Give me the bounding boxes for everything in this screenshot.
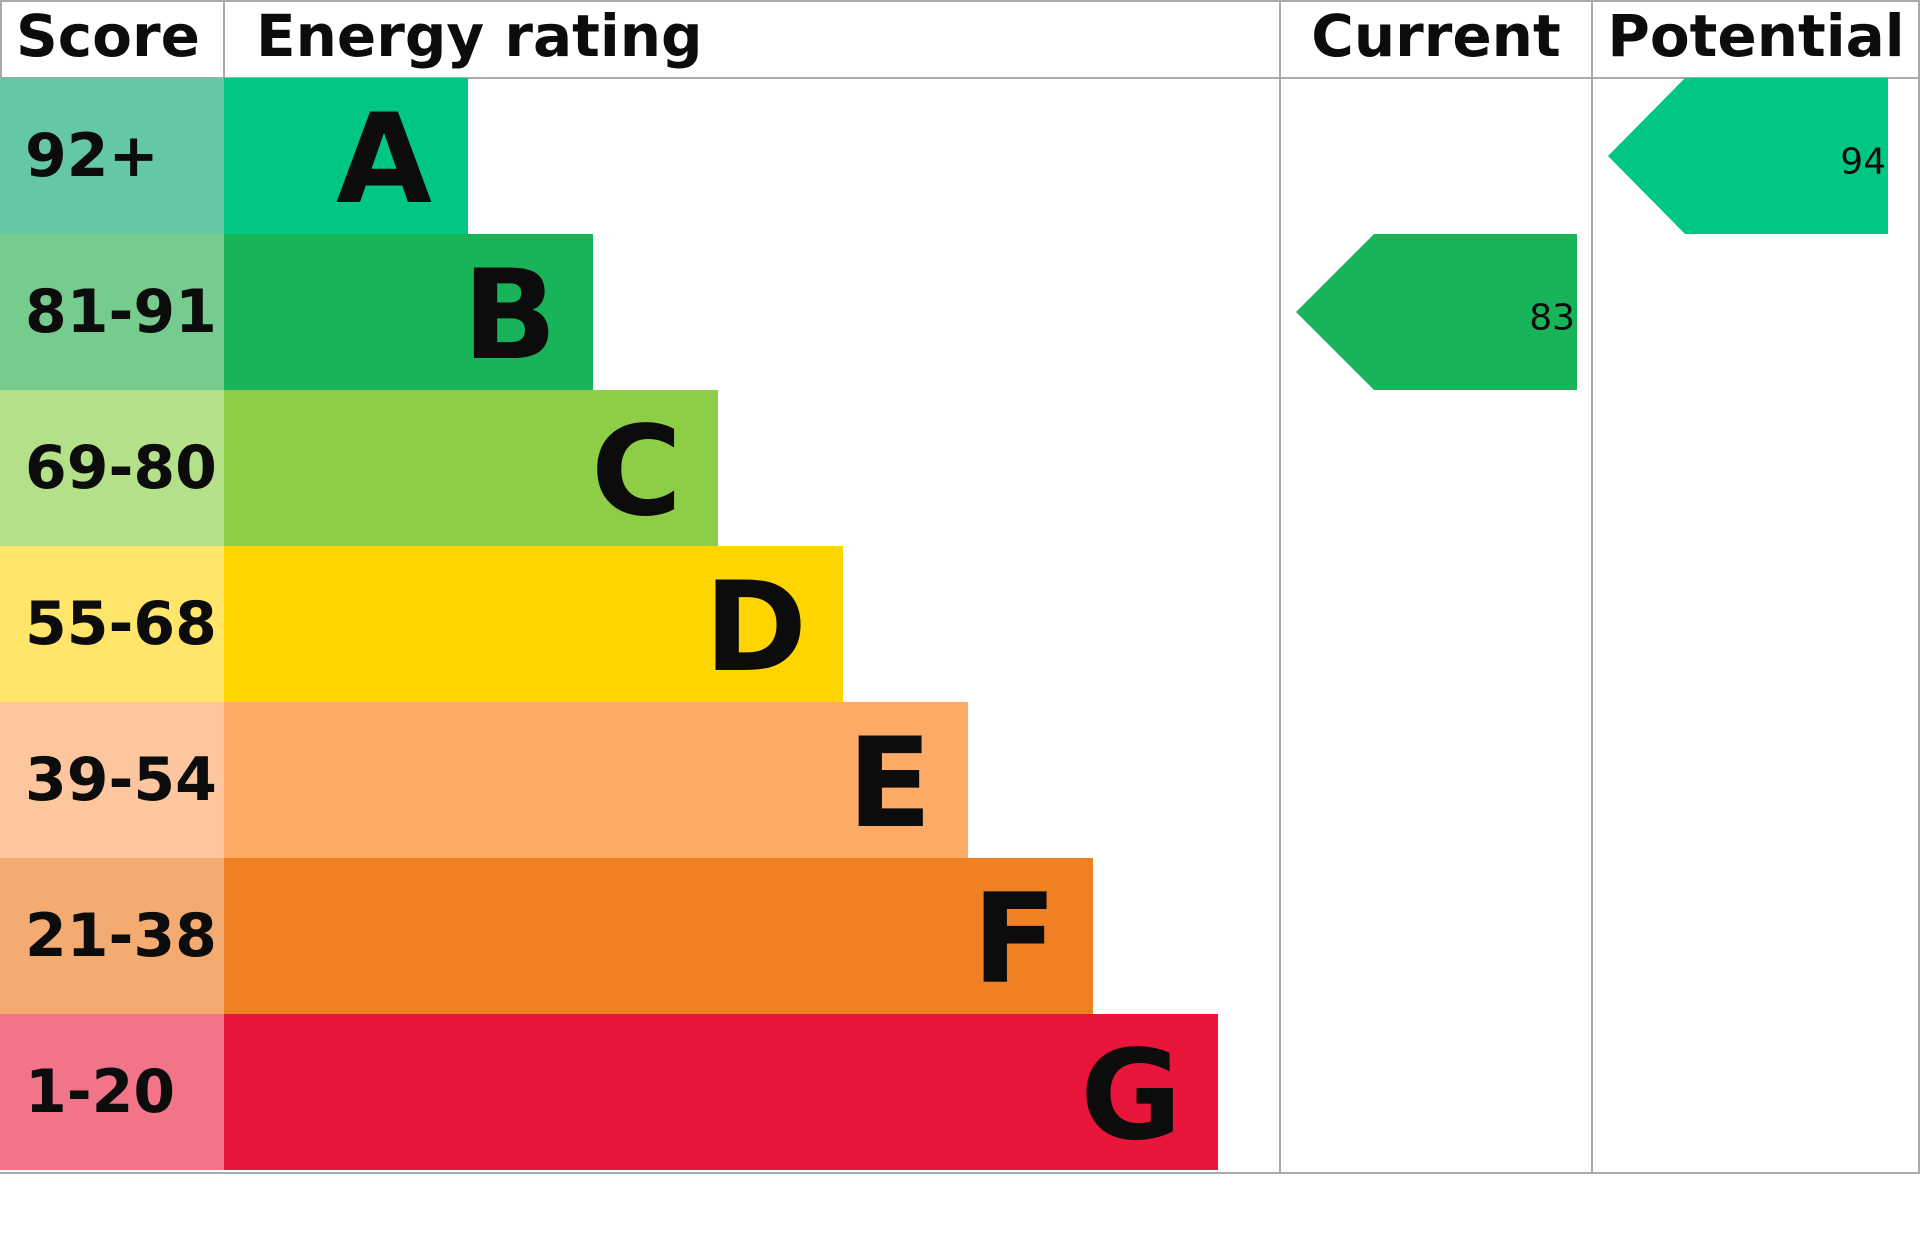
score-label: 69-80 <box>25 433 217 503</box>
rating-bar <box>224 702 968 858</box>
rating-bar <box>224 390 718 546</box>
rating-letter: B <box>462 244 557 388</box>
rating-letter: A <box>336 88 432 232</box>
rating-letter: E <box>847 712 932 856</box>
rating-letter: C <box>591 400 682 544</box>
current-arrow <box>1296 234 1577 390</box>
rating-letter: G <box>1080 1024 1182 1168</box>
rating-bar <box>224 234 593 390</box>
score-label: 39-54 <box>25 745 217 815</box>
current-value: 83 <box>1529 298 1575 339</box>
score-cell <box>0 78 224 234</box>
score-cell <box>0 1014 224 1170</box>
score-label: 81-91 <box>25 277 217 347</box>
score-label: 21-38 <box>25 901 217 971</box>
header-potential: Potential <box>1607 2 1904 70</box>
potential-value: 94 <box>1840 142 1886 183</box>
rating-bar <box>224 1014 1218 1170</box>
score-cell <box>0 234 224 390</box>
header-current: Current <box>1311 2 1560 70</box>
score-cell <box>0 702 224 858</box>
header-score: Score <box>16 2 200 70</box>
score-label: 92+ <box>25 121 159 191</box>
score-cell <box>0 546 224 702</box>
potential-arrow <box>1608 78 1888 234</box>
score-cell <box>0 858 224 1014</box>
rating-bar <box>224 78 468 234</box>
score-label: 1-20 <box>25 1057 175 1127</box>
rating-bar <box>224 858 1093 1014</box>
score-cell <box>0 390 224 546</box>
score-label: 55-68 <box>25 589 217 659</box>
header-rating: Energy rating <box>256 2 703 70</box>
rating-letter: D <box>704 556 807 700</box>
rating-bar <box>224 546 843 702</box>
rating-letter: F <box>972 868 1057 1012</box>
